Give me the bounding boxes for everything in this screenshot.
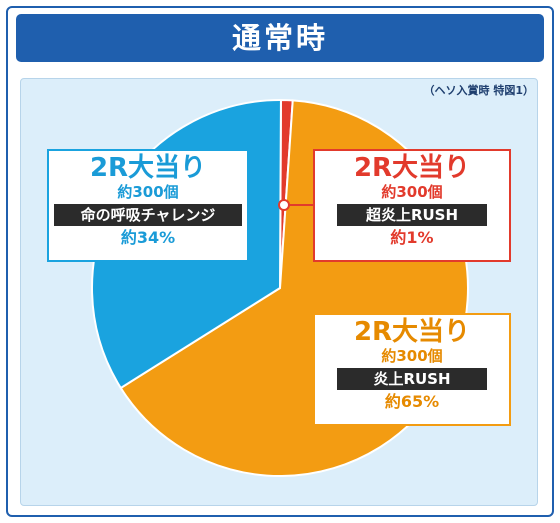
callout-mode: 炎上RUSH: [337, 368, 487, 390]
callout-challenge: 2R大当り 約300個 命の呼吸チャレンジ 約34%: [47, 149, 249, 262]
condition-note: （ヘソ入賞時 特図1）: [423, 84, 534, 97]
callout-percent: 約34%: [120, 228, 176, 247]
callout-mode: 命の呼吸チャレンジ: [54, 204, 242, 226]
callout-sub: 約300個: [117, 183, 179, 201]
callout-title: 2R大当り: [353, 153, 471, 183]
callout-mode: 超炎上RUSH: [337, 204, 487, 226]
callout-percent: 約1%: [390, 228, 434, 247]
callout-super-rush: 2R大当り 約300個 超炎上RUSH 約1%: [313, 149, 511, 262]
callout-sub: 約300個: [381, 183, 443, 201]
page-title: 通常時: [231, 21, 328, 55]
callout-rush: 2R大当り 約300個 炎上RUSH 約65%: [313, 313, 511, 426]
callout-title: 2R大当り: [89, 153, 207, 183]
leader-dot: [278, 199, 290, 211]
callout-percent: 約65%: [384, 392, 440, 411]
callout-title: 2R大当り: [353, 317, 471, 347]
header-banner: 通常時: [16, 14, 544, 62]
callout-sub: 約300個: [381, 347, 443, 365]
